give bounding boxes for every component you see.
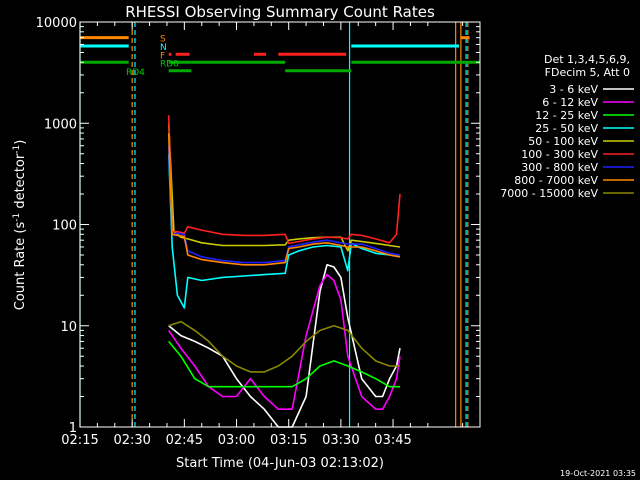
x-axis-label: Start Time (04-Jun-03 02:13:02) (176, 456, 384, 471)
y-axis-label-part: detector (13, 153, 28, 213)
y-axis-label-part: ) (13, 140, 28, 145)
x-tick-label: 02:15 (61, 433, 98, 448)
legend-label-7: 800 - 7000 keV (514, 174, 598, 187)
x-tick-label: 02:45 (166, 433, 203, 448)
y-tick-label: 1 (69, 421, 77, 436)
x-tick-label: 03:15 (270, 433, 307, 448)
series-line-4 (167, 123, 401, 252)
plot-frame (79, 21, 481, 428)
axes-layer: 02:15 02:30 02:45 03:00 03:15 03:30 03:45 1 10 10… (36, 16, 481, 448)
legend-label-5: 100 - 300 keV (521, 148, 598, 161)
y-axis-label-text: Count Rate (s-1 detector-1) (12, 140, 28, 311)
legend-label-3: 25 - 50 keV (535, 122, 598, 135)
x-tick-label: 03:45 (374, 433, 411, 448)
legend: Det 1,3,4,5,6,9,FDecim 5, Att 0 3 - 6 keV… (500, 53, 634, 200)
flag-label-n: N (160, 43, 167, 53)
legend-label-6: 300 - 800 keV (521, 161, 598, 174)
y-tick-label: 10000 (36, 16, 77, 31)
y-axis-label-part: -1 (12, 145, 22, 154)
x-tick-label: 03:00 (218, 433, 255, 448)
legend-label-2: 12 - 25 keV (535, 109, 598, 122)
y-axis-label: Count Rate (s-1 detector-1) (12, 140, 28, 311)
flag-label-f: F (160, 51, 165, 61)
data-layer (79, 22, 469, 428)
legend-label-8: 7000 - 15000 keV (500, 187, 598, 200)
legend-label-0: 3 - 6 keV (549, 83, 598, 96)
series-line-0 (168, 263, 401, 428)
y-tick-label: 100 (52, 219, 77, 234)
chart-title: RHESSI Observing Summary Count Rates (125, 3, 435, 21)
series-line-8 (168, 320, 400, 373)
flag-label-rd0: RD0 (160, 59, 179, 69)
y-axis-label-part: -1 (12, 213, 22, 222)
legend-title-line: FDecim 5, Att 0 (545, 66, 630, 79)
flag-label-rd4: RD4 (126, 68, 145, 78)
series-line-2 (168, 340, 400, 388)
flag-label-s: S (160, 35, 166, 45)
legend-label-4: 50 - 100 keV (528, 135, 598, 148)
y-tick-label: 1000 (44, 117, 77, 132)
x-tick-label: 02:30 (113, 433, 150, 448)
legend-title-line: Det 1,3,4,5,6,9, (544, 53, 630, 66)
x-tick-label: 03:30 (322, 433, 359, 448)
y-axis-label-part: Count Rate (s (13, 222, 28, 311)
series-line-7 (167, 133, 401, 266)
series-line-1 (168, 273, 401, 411)
series-line-5 (167, 115, 401, 245)
y-tick-label: 10 (60, 320, 77, 335)
footer-date: 19-Oct-2021 03:35 (560, 469, 636, 478)
legend-label-1: 6 - 12 keV (542, 96, 598, 109)
